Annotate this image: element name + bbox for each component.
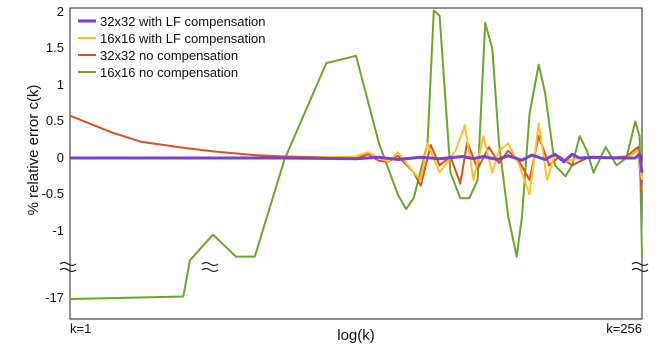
x-axis-label: log(k)	[337, 327, 375, 344]
series-line	[70, 152, 644, 173]
ytick-label: -1	[52, 223, 64, 238]
ytick-label: 0	[57, 150, 64, 165]
break-mark-left	[59, 261, 77, 273]
legend-label: 32x32 no compensation	[100, 48, 238, 63]
y-axis-label: % relative error c(k)	[25, 85, 42, 216]
xtick-label-end: k=256	[606, 321, 642, 336]
ytick-label: -0.5	[42, 186, 64, 201]
legend-label: 32x32 with LF compensation	[100, 14, 265, 29]
axis-break-marks	[59, 261, 649, 273]
break-mark-mid	[201, 261, 219, 273]
legend-label: 16x16 no compensation	[100, 65, 238, 80]
legend-label: 16x16 with LF compensation	[100, 31, 265, 46]
xtick-label-start: k=1	[70, 321, 91, 336]
legend: 32x32 with LF compensation 16x16 with LF…	[78, 14, 265, 80]
series-layer	[69, 9, 644, 300]
ytick-label: 1	[57, 77, 64, 92]
break-mark-right	[631, 261, 649, 273]
ytick-label: -17	[45, 290, 64, 305]
y-ticks: 2 1.5 1 0.5 0 -0.5 -1 -17	[42, 4, 64, 305]
ytick-label: 1.5	[46, 40, 64, 55]
ytick-label: 0.5	[46, 113, 64, 128]
ytick-label: 2	[57, 4, 64, 19]
